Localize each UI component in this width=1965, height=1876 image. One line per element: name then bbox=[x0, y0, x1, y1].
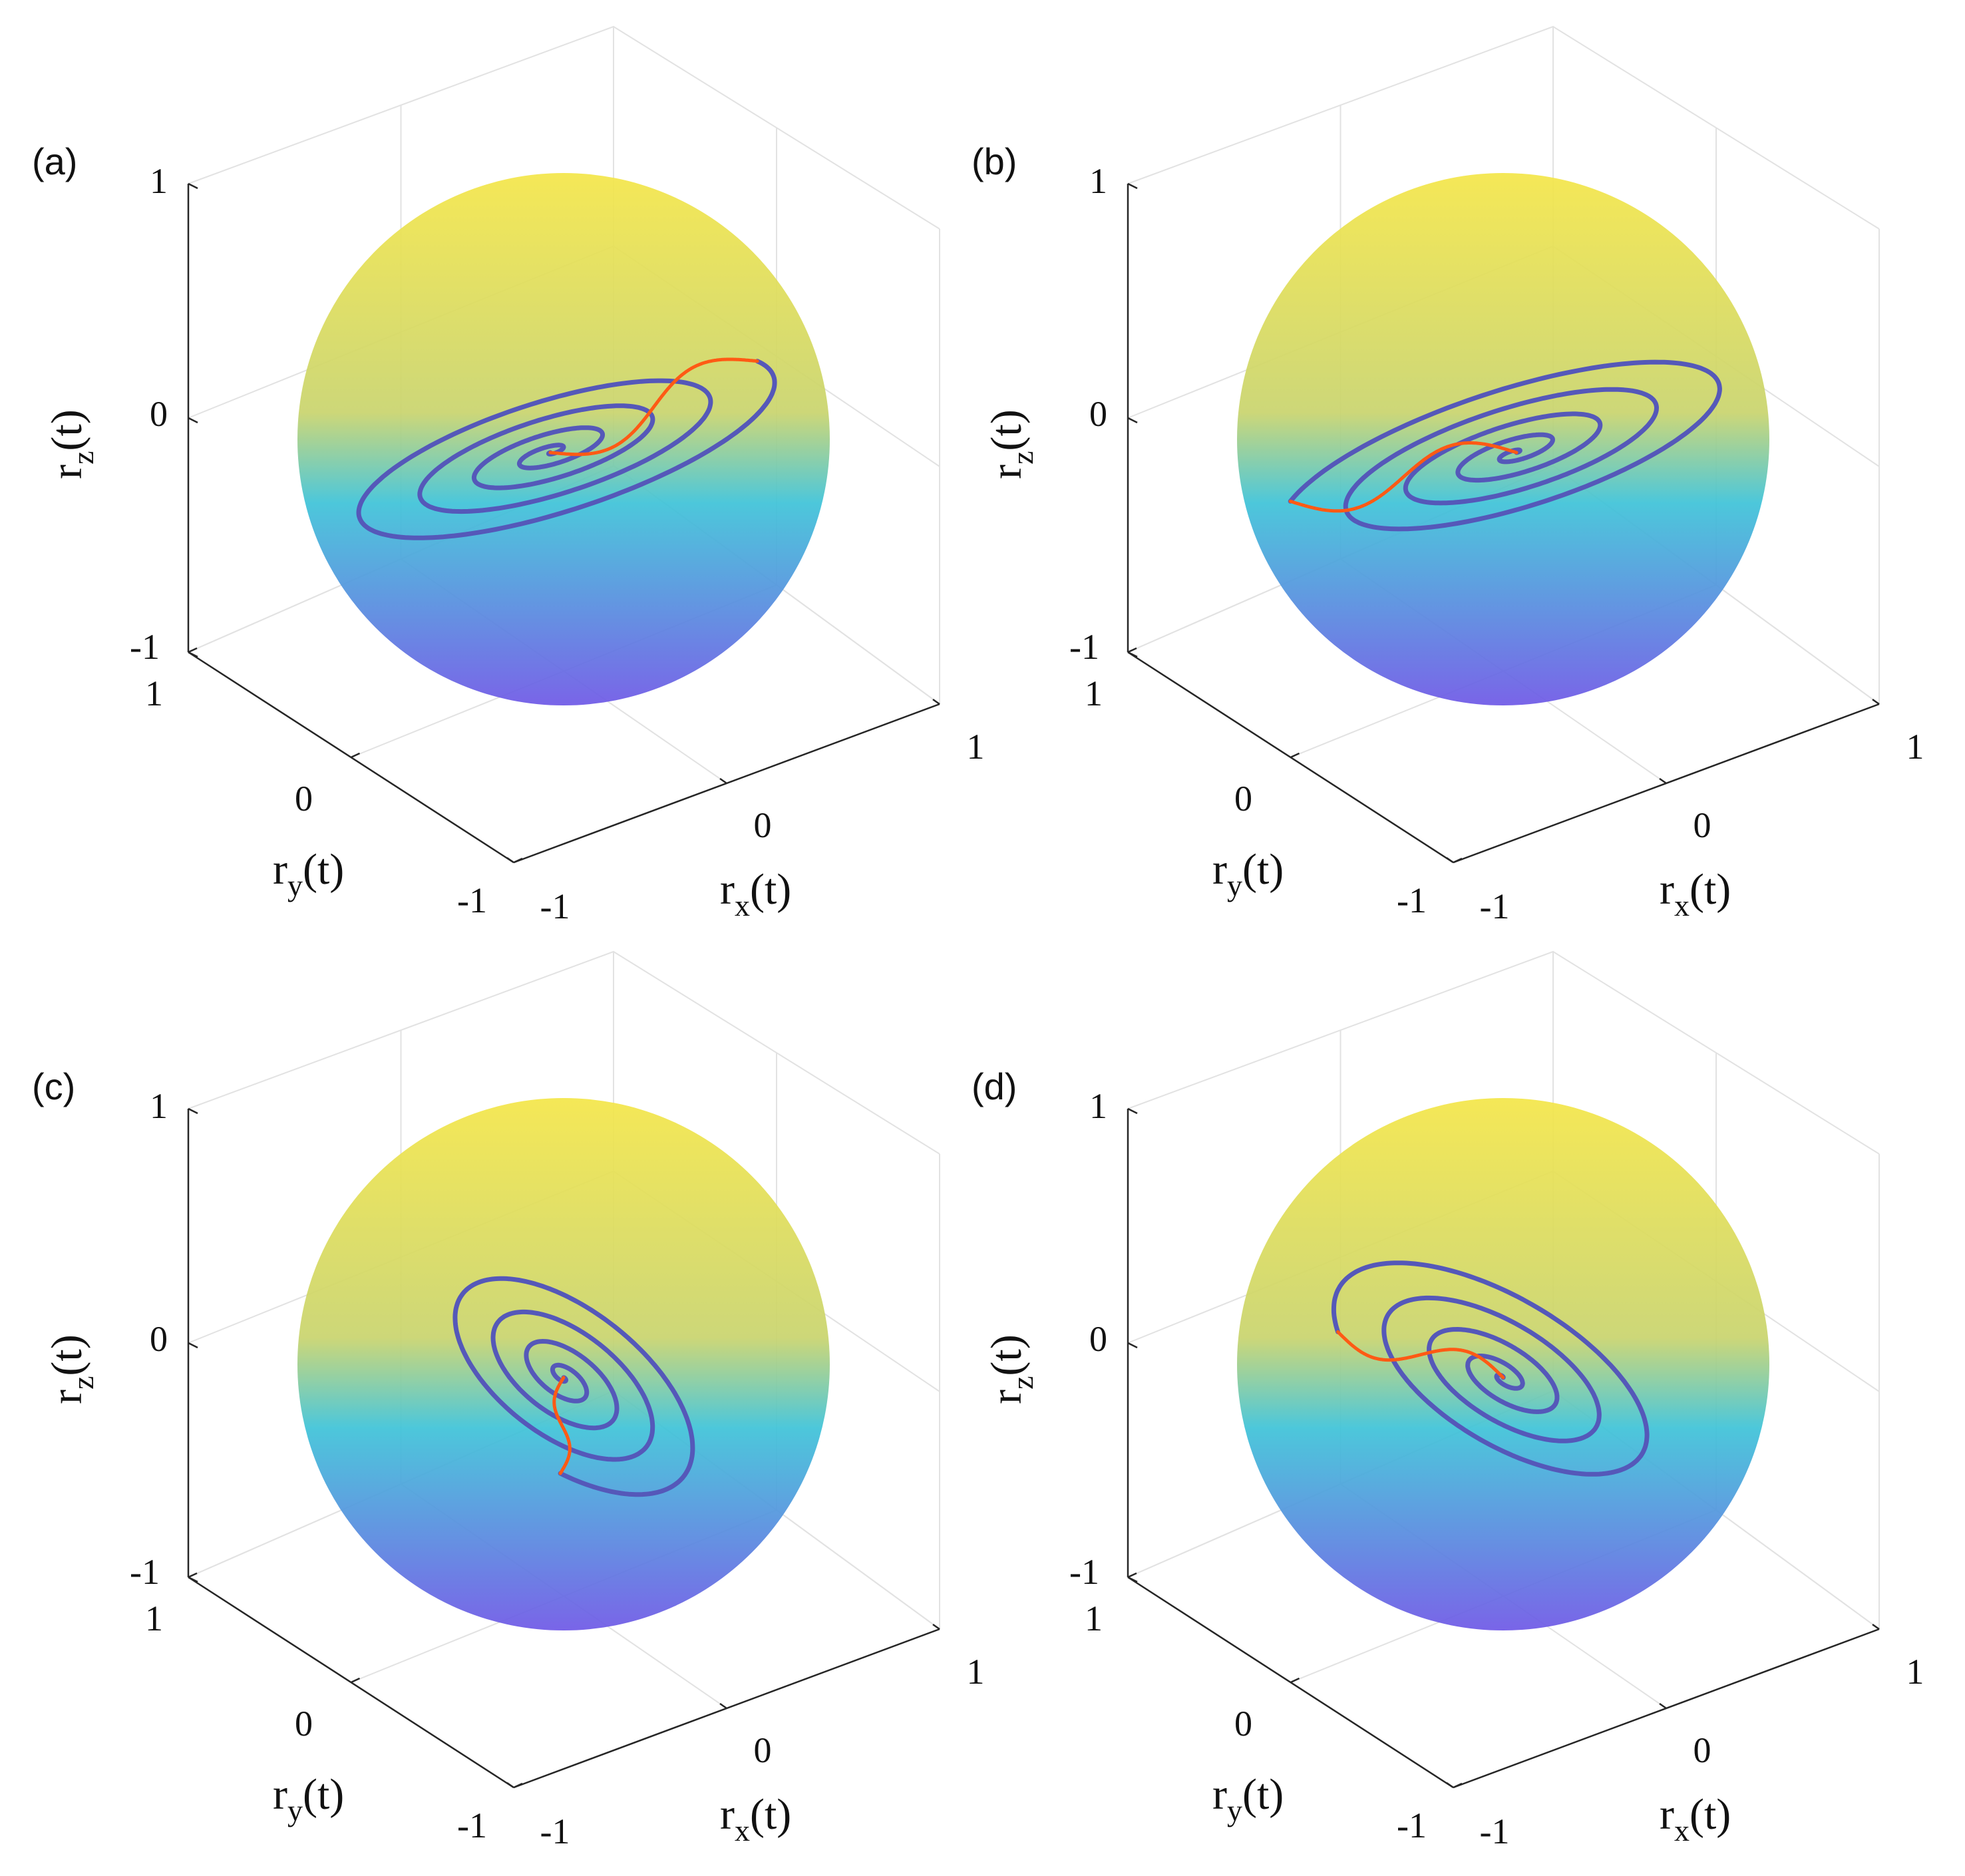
z-tick-label: -1 bbox=[1069, 1552, 1099, 1592]
z-tick-label: -1 bbox=[130, 1552, 160, 1592]
x-tick-label: 0 bbox=[1694, 1730, 1711, 1770]
z-axis-label: rz(t) bbox=[43, 1334, 100, 1404]
y-axis-label: ry(t) bbox=[1212, 1770, 1284, 1827]
spiral-trajectory bbox=[1288, 359, 1722, 532]
y-axis-label: ry(t) bbox=[273, 1770, 344, 1827]
y-tick-label: -1 bbox=[457, 1805, 487, 1845]
branch-trajectory bbox=[1336, 1330, 1505, 1380]
spiral-trajectory bbox=[356, 359, 777, 540]
x-axis-label: rx(t) bbox=[720, 1790, 791, 1847]
x-tick-label: 1 bbox=[1906, 727, 1924, 767]
x-tick-label: 1 bbox=[967, 1652, 985, 1692]
axes bbox=[1127, 1107, 1880, 1789]
z-tick-label: -1 bbox=[1069, 627, 1099, 667]
x-tick-label: 1 bbox=[967, 727, 985, 767]
z-tick-label: 0 bbox=[150, 1319, 168, 1359]
y-tick-label: 0 bbox=[295, 1704, 313, 1744]
tick-labels: 1 0 -1 -1 0 1 -1 0 1 bbox=[130, 1086, 984, 1851]
bloch-sphere bbox=[297, 173, 830, 705]
x-tick-label: 1 bbox=[1906, 1652, 1924, 1692]
y-tick-label: 1 bbox=[1085, 673, 1103, 713]
z-axis-label: rz(t) bbox=[982, 1334, 1039, 1404]
panel-d: 1 0 -1 -1 0 1 -1 0 1 rz(t) ry(t) rx(t) (d) bbox=[972, 950, 1924, 1851]
y-axis-label: ry(t) bbox=[1212, 845, 1284, 902]
z-tick-label: 0 bbox=[150, 394, 168, 434]
z-axis-label: rz(t) bbox=[982, 409, 1039, 479]
y-tick-label: 1 bbox=[1085, 1598, 1103, 1638]
y-tick-label: 1 bbox=[145, 1598, 163, 1638]
panel-b: 1 0 -1 -1 0 1 -1 0 1 rz(t) ry(t) rx(t) (b) bbox=[972, 25, 1924, 926]
y-tick-label: -1 bbox=[1397, 1805, 1427, 1845]
bloch-sphere bbox=[1237, 173, 1769, 705]
y-tick-label: -1 bbox=[1397, 880, 1427, 920]
axes bbox=[187, 182, 940, 864]
y-axis-label: ry(t) bbox=[273, 845, 344, 902]
tick-labels: 1 0 -1 -1 0 1 -1 0 1 bbox=[1069, 1086, 1924, 1851]
branch-trajectory bbox=[548, 357, 759, 457]
z-axis-label: rz(t) bbox=[43, 409, 100, 479]
x-tick-label: 0 bbox=[1694, 805, 1711, 845]
tick-labels: 1 0 -1 -1 0 1 -1 0 1 bbox=[130, 161, 984, 926]
z-tick-label: 0 bbox=[1089, 1319, 1107, 1359]
y-tick-label: -1 bbox=[457, 880, 487, 920]
panel-label: (d) bbox=[972, 1065, 1017, 1107]
tick-labels: 1 0 -1 -1 0 1 -1 0 1 bbox=[1069, 161, 1924, 926]
x-axis-label: rx(t) bbox=[1660, 865, 1731, 922]
y-tick-label: 0 bbox=[295, 779, 313, 819]
x-tick-label: -1 bbox=[1480, 886, 1510, 926]
x-tick-label: 0 bbox=[754, 1730, 772, 1770]
x-axis-label: rx(t) bbox=[720, 865, 791, 922]
y-tick-label: 0 bbox=[1234, 1704, 1252, 1744]
panel-label: (a) bbox=[32, 140, 77, 182]
branch-trajectory bbox=[552, 1376, 572, 1475]
z-tick-label: 1 bbox=[1089, 161, 1107, 201]
panel-label: (b) bbox=[972, 140, 1017, 182]
z-tick-label: 1 bbox=[150, 1086, 168, 1126]
panel-label: (c) bbox=[32, 1065, 75, 1107]
y-tick-label: 1 bbox=[145, 673, 163, 713]
z-tick-label: 1 bbox=[150, 161, 168, 201]
axes bbox=[187, 1107, 940, 1789]
axes bbox=[1127, 182, 1880, 864]
panel-a: 1 0 -1 -1 0 1 -1 0 1 rz(t) ry(t) rx(t) (a) bbox=[32, 25, 985, 926]
x-tick-label: -1 bbox=[1480, 1811, 1510, 1851]
x-tick-label: -1 bbox=[540, 1811, 570, 1851]
panel-c: 1 0 -1 -1 0 1 -1 0 1 rz(t) ry(t) rx(t) (c) bbox=[32, 950, 985, 1851]
spiral-trajectory bbox=[1331, 1260, 1650, 1477]
y-tick-label: 0 bbox=[1234, 779, 1252, 819]
x-axis-label: rx(t) bbox=[1660, 1790, 1731, 1847]
x-tick-label: 0 bbox=[754, 805, 772, 845]
branch-trajectory bbox=[1288, 441, 1518, 513]
spiral-trajectory bbox=[452, 1276, 695, 1497]
z-tick-label: 1 bbox=[1089, 1086, 1107, 1126]
z-tick-label: 0 bbox=[1089, 394, 1107, 434]
x-tick-label: -1 bbox=[540, 886, 570, 926]
z-tick-label: -1 bbox=[130, 627, 160, 667]
